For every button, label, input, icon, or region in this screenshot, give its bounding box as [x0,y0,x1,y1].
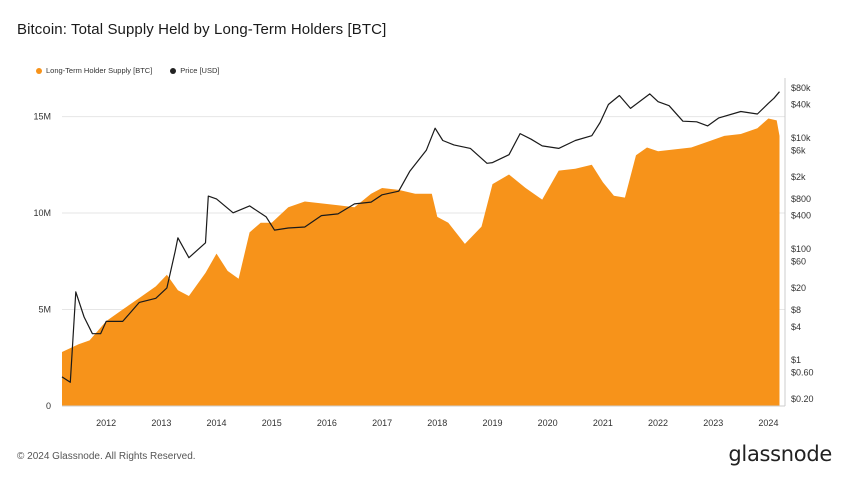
y-right-tick-label-4: $8 [791,305,801,315]
y-right-tick-label-7: $100 [791,244,811,254]
y-right-tick-label-11: $6k [791,145,806,155]
y-left-tick-label-2: 10M [33,208,51,218]
y-right-tick-label-0: $0.20 [791,394,814,404]
y-right-tick-label-9: $800 [791,194,811,204]
glassnode-logo: glassnode [728,442,832,466]
y-right-tick-label-6: $60 [791,256,806,266]
y-right-tick-label-3: $4 [791,322,801,332]
x-tick-label-2019: 2019 [482,418,502,428]
y-right-tick-label-10: $2k [791,172,806,182]
x-tick-label-2023: 2023 [703,418,723,428]
x-tick-label-2018: 2018 [427,418,447,428]
chart-title: Bitcoin: Total Supply Held by Long-Term … [17,21,387,38]
y-right-tick-label-5: $20 [791,283,806,293]
x-tick-label-2014: 2014 [207,418,227,428]
y-right-tick-label-14: $80k [791,83,811,93]
x-tick-label-2012: 2012 [96,418,116,428]
y-right-tick-label-1: $0.60 [791,368,814,378]
series-supply-area[interactable] [62,118,780,407]
legend-swatch-price-icon [170,67,177,74]
y-right-tick-label-2: $1 [791,355,801,365]
x-tick-label-2013: 2013 [151,418,171,428]
x-tick-label-2015: 2015 [262,418,282,428]
y-right-tick-label-8: $400 [791,211,811,221]
y-right-tick-label-12: $10k [791,133,811,143]
y-right-tick-label-13: $40k [791,100,811,110]
y-left-tick-label-1: 5M [38,305,51,315]
x-tick-label-2024: 2024 [758,418,778,428]
x-tick-label-2020: 2020 [538,418,558,428]
copyright-footer: © 2024 Glassnode. All Rights Reserved. [17,451,196,462]
legend-item-supply[interactable]: Long-Term Holder Supply [BTC] [36,66,152,75]
x-tick-label-2017: 2017 [372,418,392,428]
legend-label-supply: Long-Term Holder Supply [BTC] [46,66,153,75]
x-tick-label-2022: 2022 [648,418,668,428]
legend-item-price[interactable]: Price [USD] [170,66,219,75]
y-left-tick-label-3: 15M [33,112,51,122]
series-price-line[interactable] [61,91,780,383]
legend: Long-Term Holder Supply [BTC] Price [USD… [36,66,219,75]
x-tick-label-2016: 2016 [317,418,337,428]
y-left-tick-label-0: 0 [46,401,51,411]
legend-label-price: Price [USD] [180,66,220,75]
x-tick-label-2021: 2021 [593,418,613,428]
legend-swatch-supply-icon [36,67,42,74]
